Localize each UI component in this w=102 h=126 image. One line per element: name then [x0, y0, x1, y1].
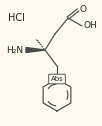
Text: OH: OH: [83, 22, 97, 30]
Text: HCl: HCl: [8, 13, 25, 23]
FancyBboxPatch shape: [49, 74, 65, 84]
Polygon shape: [26, 48, 45, 53]
Text: H₂N: H₂N: [6, 46, 23, 55]
Text: O: O: [79, 6, 86, 14]
Text: Abs: Abs: [51, 76, 63, 82]
